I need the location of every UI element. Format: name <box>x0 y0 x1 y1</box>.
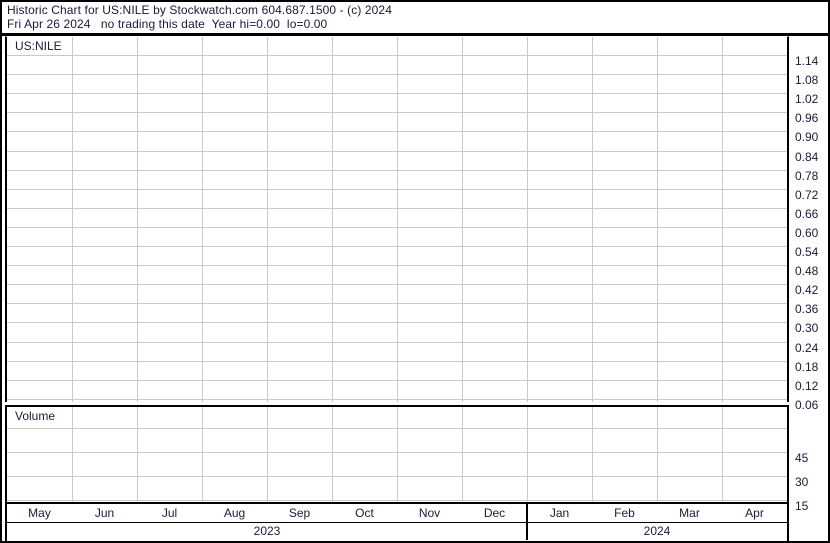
price-month-gridline <box>722 37 723 402</box>
volume-month-gridline <box>592 407 593 502</box>
header-divider <box>2 33 828 36</box>
volume-panel[interactable]: Volume <box>5 405 789 502</box>
month-label-nov: Nov <box>418 506 441 520</box>
volume-month-gridline <box>462 407 463 502</box>
year-label-2024: 2024 <box>643 524 671 538</box>
volume-tick-label: 15 <box>795 499 809 513</box>
price-month-gridline <box>72 37 73 402</box>
volume-month-gridline <box>137 407 138 502</box>
price-tick-label: 0.54 <box>795 245 819 259</box>
month-label-may: May <box>28 506 51 520</box>
month-label-jun: Jun <box>94 506 115 520</box>
price-month-gridline <box>462 37 463 402</box>
price-tick-label: 1.08 <box>795 73 819 88</box>
price-tick-label: 0.78 <box>795 168 819 183</box>
price-month-gridline <box>202 37 203 402</box>
volume-month-gridline <box>202 407 203 502</box>
price-tick-label: 0.30 <box>795 321 819 336</box>
chart-header: Historic Chart for US:NILE by Stockwatch… <box>2 2 828 36</box>
header-title-line: Historic Chart for US:NILE by Stockwatch… <box>7 3 392 17</box>
price-tick-label: 0.18 <box>795 359 819 374</box>
price-axis-scale: 1.14 1.08 1.02 0.96 0.90 0.84 0.78 0.72 0.66 0.60… <box>791 36 828 412</box>
month-label-jul: Jul <box>161 506 178 520</box>
month-label-dec: Dec <box>483 506 506 520</box>
month-label-feb: Feb <box>614 506 635 520</box>
header-status-line: Fri Apr 26 2024 no trading this date Yea… <box>7 17 328 31</box>
chart-body: US:NILE 1.14 1.08 1.02 0.96 0.90 0.84 0.78 0.72… <box>2 36 828 541</box>
month-axis-year-divider <box>526 504 528 522</box>
volume-month-gridline <box>332 407 333 502</box>
month-label-aug: Aug <box>223 506 246 520</box>
price-tick-label: 0.12 <box>795 378 819 393</box>
volume-tick-label: 45 <box>795 451 809 465</box>
price-tick-label: 0.60 <box>795 225 819 240</box>
price-tick-label: 1.02 <box>795 92 819 107</box>
price-tick-label: 0.72 <box>795 187 819 202</box>
month-label-jan: Jan <box>549 506 570 520</box>
volume-panel-label: Volume <box>15 409 56 423</box>
price-tick-label: 0.48 <box>795 264 819 279</box>
volume-axis-scale: 45 30 15 <box>791 405 828 513</box>
price-month-gridline <box>267 37 268 402</box>
price-panel-label: US:NILE <box>15 39 62 53</box>
price-tick-label: 0.06 <box>795 397 819 412</box>
month-label-apr: Apr <box>745 506 764 520</box>
price-panel[interactable]: US:NILE <box>5 36 789 402</box>
price-tick-label: 0.90 <box>795 130 819 145</box>
volume-month-gridline <box>722 407 723 502</box>
month-axis: May Jun Jul Aug Sep Oct Nov Dec Jan Feb Mar Apr <box>5 502 789 524</box>
price-tick-label: 1.14 <box>795 54 819 68</box>
price-month-gridline <box>332 37 333 402</box>
price-month-gridline <box>527 37 528 402</box>
year-axis: 2023 2024 <box>5 523 789 541</box>
volume-month-gridline <box>267 407 268 502</box>
price-month-gridline <box>397 37 398 402</box>
volume-month-gridline <box>527 407 528 502</box>
price-month-gridline <box>592 37 593 402</box>
month-label-sep: Sep <box>288 506 311 520</box>
price-month-gridline <box>657 37 658 402</box>
volume-tick-label: 30 <box>795 475 809 489</box>
price-month-gridline <box>137 37 138 402</box>
month-label-oct: Oct <box>355 506 374 520</box>
volume-month-gridline <box>72 407 73 502</box>
price-tick-label: 0.84 <box>795 149 819 164</box>
price-tick-label: 0.42 <box>795 283 819 298</box>
price-tick-label: 0.24 <box>795 340 819 355</box>
year-axis-divider <box>526 523 528 540</box>
price-tick-label: 0.96 <box>795 111 819 126</box>
volume-month-gridline <box>397 407 398 502</box>
volume-month-gridline <box>657 407 658 502</box>
month-label-mar: Mar <box>679 506 700 520</box>
year-label-2023: 2023 <box>253 524 281 538</box>
price-tick-label: 0.36 <box>795 302 819 317</box>
price-tick-label: 0.66 <box>795 206 819 221</box>
